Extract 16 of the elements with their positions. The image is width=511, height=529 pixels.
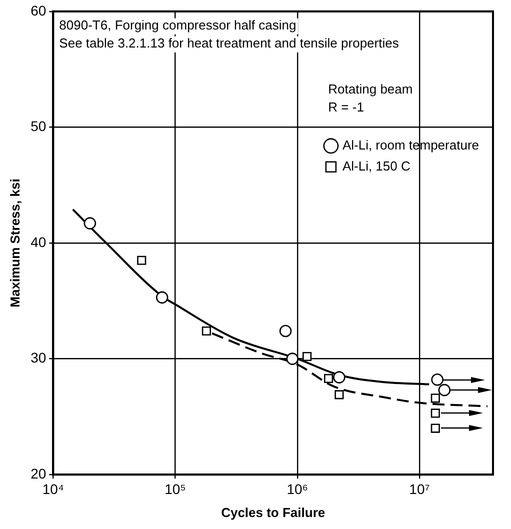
y-axis-title: Maximum Stress, ksi — [7, 178, 22, 308]
x-tick-label: 10⁷ — [409, 480, 430, 497]
annotation: See table 3.2.1.13 for heat treatment and tensile properties — [59, 35, 400, 50]
x-tick-label: 10⁵ — [164, 480, 186, 497]
legend-label: Al-Li, 150 C — [342, 158, 410, 174]
x-tick-label: 10⁴ — [42, 480, 64, 497]
y-tick-label: 40 — [30, 234, 46, 250]
y-tick-label: 60 — [30, 2, 46, 18]
y-tick-label: 50 — [30, 118, 46, 134]
annotation: 8090-T6, Forging compressor half casing — [59, 17, 296, 32]
x-tick-label: 10⁶ — [286, 480, 308, 497]
y-tick-label: 30 — [30, 350, 46, 366]
annotation: R = -1 — [328, 99, 364, 114]
y-tick-label: 20 — [30, 465, 46, 482]
x-axis-title: Cycles to Failure — [221, 504, 326, 520]
annotation: Rotating beam — [328, 81, 413, 96]
